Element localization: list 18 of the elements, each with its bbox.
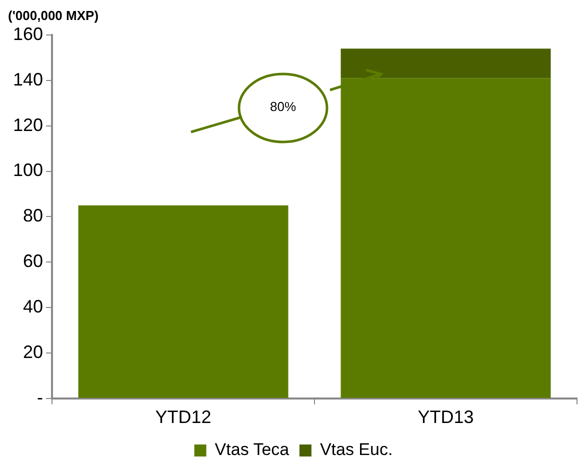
bar xyxy=(340,78,551,398)
y-tick-label: 20 xyxy=(23,342,44,362)
annotation: 80% xyxy=(268,99,298,114)
bar xyxy=(78,205,288,398)
legend-label: Vtas Teca xyxy=(214,440,290,460)
y-tick-label: - xyxy=(37,387,44,408)
y-tick-label: 60 xyxy=(23,251,44,272)
y-tick-label: 120 xyxy=(12,114,44,135)
bar xyxy=(340,48,551,78)
y-tick-label: 40 xyxy=(23,296,44,317)
y-tick-label: 140 xyxy=(12,69,44,90)
x-tick-label: YTD12 xyxy=(155,407,212,428)
y-tick-label: 100 xyxy=(12,160,44,180)
x-tick-label: YTD13 xyxy=(418,407,474,428)
legend-label: Vtas Euc. xyxy=(320,440,393,460)
y-tick-label: 80 xyxy=(23,206,44,226)
y-tick-label: 160 xyxy=(12,24,44,44)
y-axis-title: ('000,000 MXP) xyxy=(8,8,99,23)
